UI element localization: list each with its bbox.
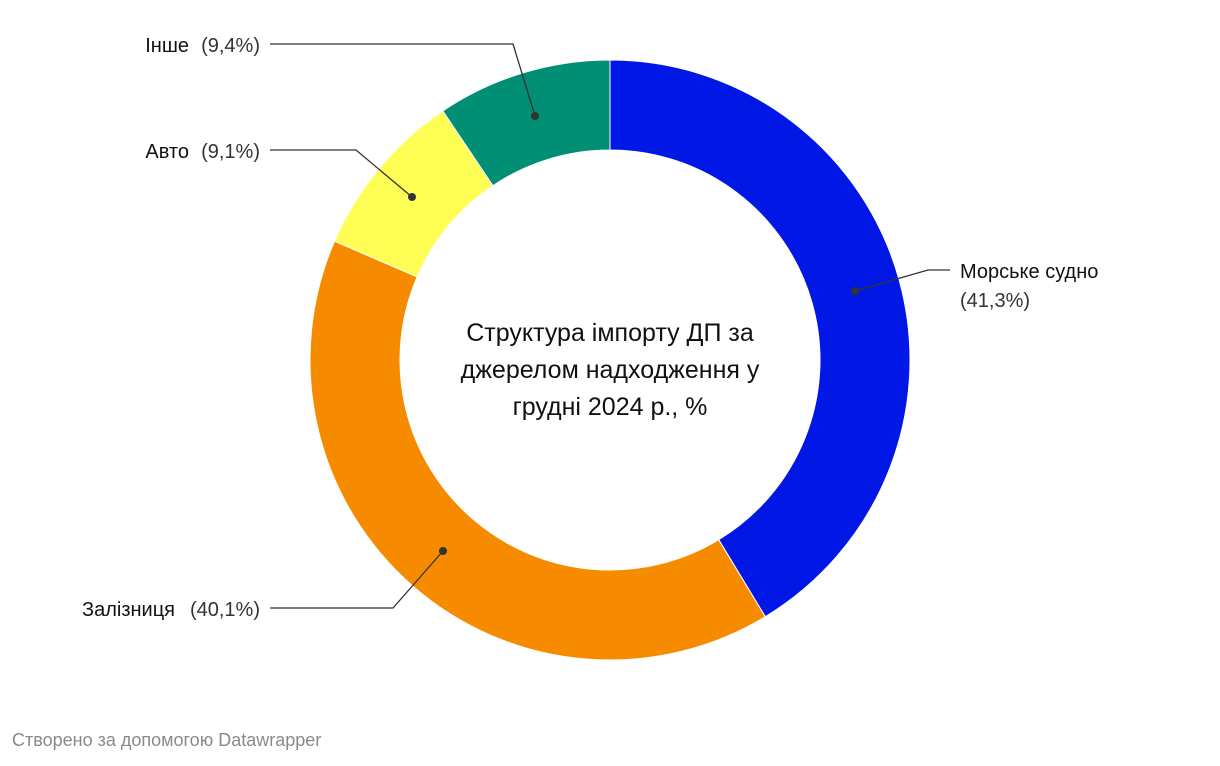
leader-line-zaliznytsia <box>270 550 444 609</box>
slice-pct-morske-sudno: (41,3%) <box>960 290 1030 312</box>
leader-dot-avto <box>408 193 416 201</box>
chart-title-line-1: Структура імпорту ДП за <box>466 319 754 347</box>
credit-footer: Створено за допомогою Datawrapper <box>12 730 322 750</box>
chart-title: Структура імпорту ДП за джерелом надходж… <box>461 319 760 421</box>
leader-dot-inshe <box>531 112 539 120</box>
leader-line-morske-sudno <box>854 269 950 292</box>
leader-line-inshe <box>270 43 536 117</box>
leader-line-avto <box>270 149 413 198</box>
slice-pct-inshe: (9,4%) <box>201 35 260 57</box>
slice-pct-zaliznytsia: (40,1%) <box>190 599 260 621</box>
leader-dot-zaliznytsia <box>439 547 447 555</box>
slice-name-morske-sudno: Морське судно <box>960 261 1098 283</box>
donut-slice-morske-sudno <box>609 59 911 618</box>
donut-slice-zaliznytsia <box>309 240 766 661</box>
slice-pct-avto: (9,1%) <box>201 141 260 163</box>
slice-label-morske-sudno: Морське судно (41,3%) <box>851 261 1098 312</box>
chart-title-line-3: грудні 2024 р., % <box>513 393 708 421</box>
slice-name-avto: Авто <box>145 141 189 163</box>
slice-name-zaliznytsia: Залізниця <box>82 599 175 621</box>
chart-title-line-2: джерелом надходження у <box>461 356 760 384</box>
leader-dot-morske-sudno <box>851 287 859 295</box>
slice-label-avto: (9,1%) Авто <box>145 141 416 201</box>
donut-slice-inshe <box>442 59 611 187</box>
slice-label-inshe: (9,4%) Інше <box>145 35 539 120</box>
slice-label-zaliznytsia: (40,1%) Залізниця <box>82 547 447 621</box>
slice-name-inshe: Інше <box>145 35 189 57</box>
